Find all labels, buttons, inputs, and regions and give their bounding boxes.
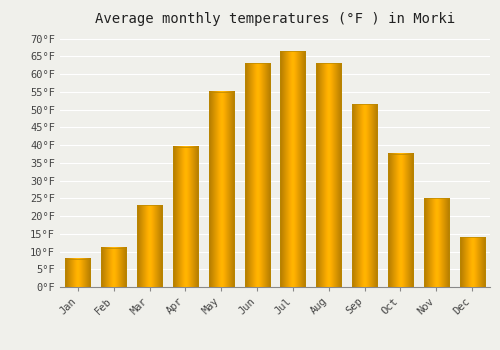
Bar [173,147,198,287]
Bar [316,63,342,287]
Bar [460,237,484,287]
Bar [388,154,413,287]
Bar [352,104,377,287]
Bar [208,92,234,287]
Bar [137,205,162,287]
Bar [280,51,305,287]
Bar [244,63,270,287]
Bar [66,259,90,287]
Bar [101,248,126,287]
Title: Average monthly temperatures (°F ) in Morki: Average monthly temperatures (°F ) in Mo… [95,12,455,26]
Bar [424,198,449,287]
